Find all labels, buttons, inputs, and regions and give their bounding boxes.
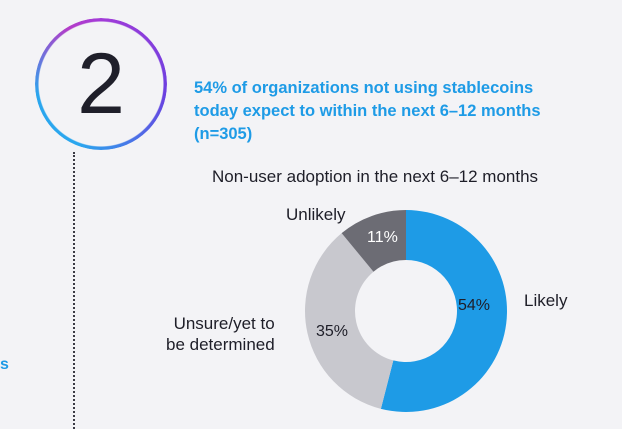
gradient-ring [35, 18, 167, 150]
headline-line-3: (n=305) [194, 125, 253, 143]
value-label-unsure: 35% [316, 323, 349, 340]
step-number-badge: 2 [35, 18, 167, 150]
headline: 54% of organizations not using stablecoi… [194, 77, 614, 146]
legend-label-unsure-line-1: Unsure/yet to [173, 314, 275, 333]
side-text-fragment: s [0, 356, 9, 373]
headline-line-2: today expect to within the next 6–12 mon… [194, 102, 541, 120]
legend-label-unsure-line-2: be determined [166, 335, 275, 354]
legend-label-unsure: Unsure/yet to be determined [166, 313, 275, 355]
legend-label-likely: Likely [524, 291, 568, 310]
headline-line-1: 54% of organizations not using stablecoi… [194, 79, 534, 97]
chart-title: Non-user adoption in the next 6–12 month… [212, 167, 539, 186]
value-label-likely: 54% [458, 297, 491, 314]
donut-slice-likely [380, 210, 507, 413]
donut-slice-unsure [305, 233, 394, 409]
dotted-divider [73, 152, 75, 429]
value-label-unlikely: 11% [367, 229, 398, 246]
donut-slice-unlikely [341, 210, 406, 272]
step-number: 2 [77, 35, 125, 132]
legend-label-unlikely: Unlikely [286, 205, 346, 224]
